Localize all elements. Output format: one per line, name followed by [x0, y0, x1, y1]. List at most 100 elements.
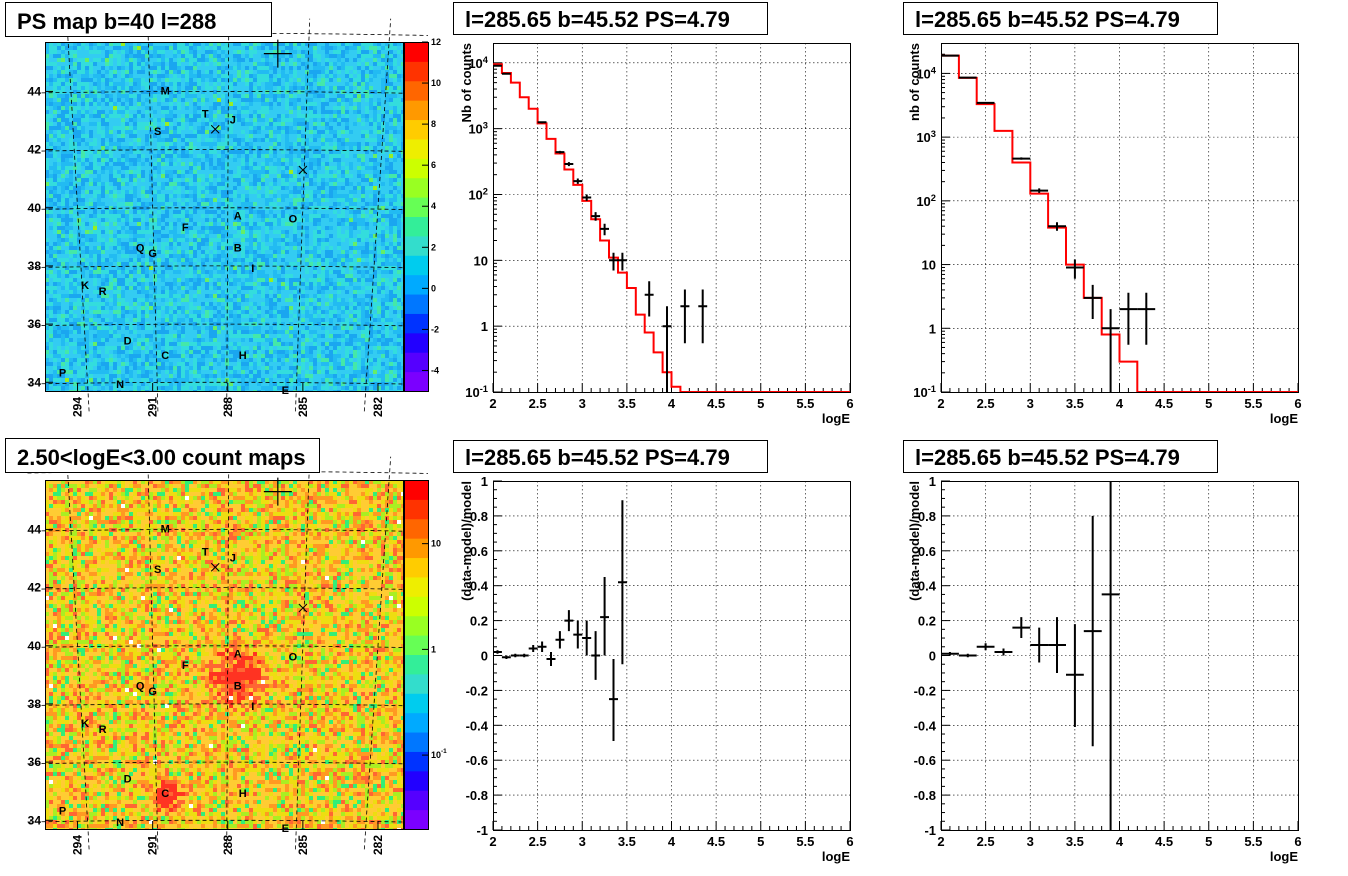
map-pixel: [53, 54, 57, 58]
map-pixel: [201, 350, 205, 354]
map-pixel: [189, 94, 193, 98]
map-pixel: [337, 354, 341, 358]
map-pixel: [309, 50, 313, 54]
map-pixel: [129, 74, 133, 78]
map-pixel: [257, 274, 261, 278]
map-pixel: [189, 46, 193, 50]
map-pixel: [237, 354, 241, 358]
map-pixel: [253, 314, 257, 318]
map-pixel: [45, 302, 49, 306]
map-pixel: [301, 294, 305, 298]
map-pixel: [393, 102, 397, 106]
map-pixel: [377, 334, 381, 338]
map-pixel: [321, 322, 325, 326]
map-pixel: [193, 282, 197, 286]
map-pixel: [401, 46, 403, 50]
map-pixel: [221, 238, 225, 242]
map-pixel: [145, 266, 149, 270]
map-pixel: [313, 230, 317, 234]
map-pixel: [305, 154, 309, 158]
map-pixel: [133, 226, 137, 230]
map-pixel: [205, 350, 209, 354]
map-pixel: [253, 238, 257, 242]
map-pixel: [169, 130, 173, 134]
map-pixel: [209, 114, 213, 118]
map-pixel: [105, 326, 109, 330]
map-pixel: [397, 298, 401, 302]
map-pixel: [329, 54, 333, 58]
map-pixel: [333, 182, 337, 186]
map-pixel: [353, 46, 357, 50]
map-pixel: [137, 210, 141, 214]
map-pixel: [49, 266, 53, 270]
map-pixel: [341, 186, 345, 190]
map-pixel: [269, 254, 273, 258]
map-pixel: [361, 258, 365, 262]
map-pixel: [233, 118, 237, 122]
map-pixel: [381, 198, 385, 202]
map-pixel: [69, 290, 73, 294]
map-pixel: [49, 114, 53, 118]
map-pixel: [365, 306, 369, 310]
map-pixel: [325, 214, 329, 218]
map-pixel: [389, 110, 393, 114]
map-pixel: [233, 78, 237, 82]
map-pixel: [53, 166, 57, 170]
map-pixel: [153, 110, 157, 114]
map-pixel: [101, 158, 105, 162]
map-pixel: [105, 330, 109, 334]
map-pixel: [201, 98, 205, 102]
map-pixel: [117, 54, 121, 58]
map-pixel: [289, 282, 293, 286]
map-pixel: [273, 142, 277, 146]
map-pixel: [81, 362, 85, 366]
map-pixel: [109, 58, 113, 62]
map-pixel: [149, 162, 153, 166]
map-pixel: [81, 298, 85, 302]
map-pixel: [65, 198, 69, 202]
map-pixel: [257, 166, 261, 170]
map-pixel: [365, 202, 369, 206]
map-pixel: [281, 230, 285, 234]
map-pixel: [93, 86, 97, 90]
map-pixel: [181, 194, 185, 198]
map-pixel: [377, 250, 381, 254]
map-pixel: [261, 290, 265, 294]
map-pixel: [93, 258, 97, 262]
map-pixel: [373, 170, 377, 174]
map-pixel: [165, 302, 169, 306]
map-pixel: [213, 262, 217, 266]
map-pixel: [65, 98, 69, 102]
map-pixel: [325, 302, 329, 306]
map-pixel: [61, 150, 65, 154]
map-pixel: [113, 170, 117, 174]
map-pixel: [213, 186, 217, 190]
map-pixel: [401, 126, 403, 130]
map-pixel: [357, 106, 361, 110]
map-pixel: [173, 114, 177, 118]
map-pixel: [117, 210, 121, 214]
map-pixel: [241, 270, 245, 274]
map-pixel: [225, 114, 229, 118]
map-pixel: [61, 94, 65, 98]
map-pixel: [57, 54, 61, 58]
map-pixel: [157, 354, 161, 358]
map-pixel: [313, 130, 317, 134]
map-pixel: [161, 158, 165, 162]
map-pixel: [157, 222, 161, 226]
map-pixel: [165, 202, 169, 206]
map-pixel: [397, 146, 401, 150]
map-pixel: [361, 58, 365, 62]
map-pixel: [333, 210, 337, 214]
map-pixel: [245, 310, 249, 314]
map-pixel: [97, 178, 101, 182]
map-pixel: [257, 278, 261, 282]
map-pixel: [53, 242, 57, 246]
map-pixel: [61, 98, 65, 102]
map-pixel: [125, 270, 129, 274]
map-pixel: [301, 134, 305, 138]
map-pixel: [301, 346, 305, 350]
map-pixel: [173, 306, 177, 310]
map-pixel: [381, 118, 385, 122]
map-pixel: [125, 170, 129, 174]
